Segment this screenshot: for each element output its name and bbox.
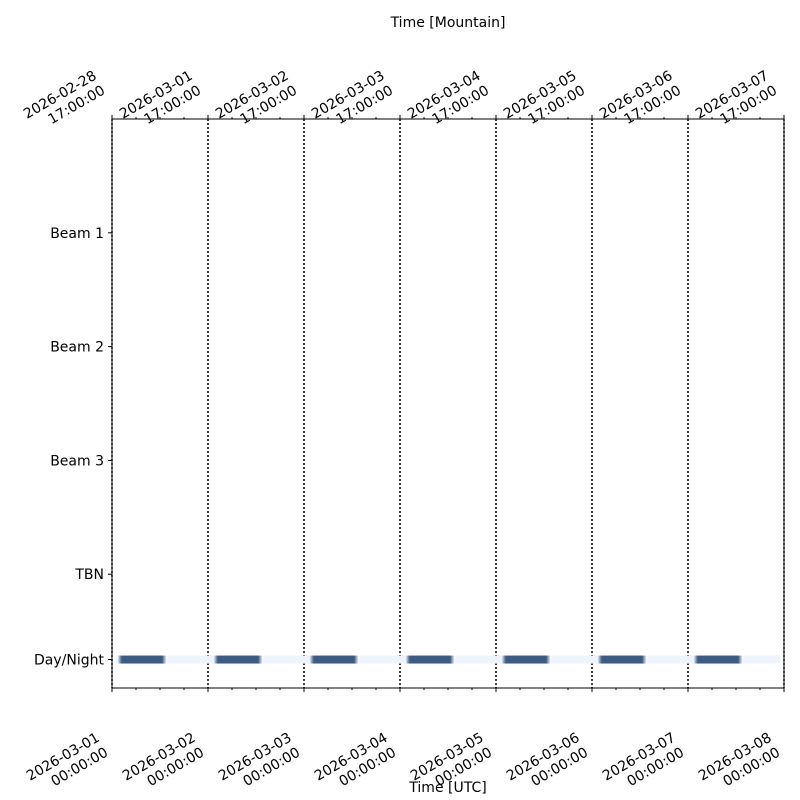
x2-tick-label: 2026-03-0517:00:00 <box>501 68 588 137</box>
axes-frame <box>111 118 785 689</box>
x2-tick-label: 2026-03-0717:00:00 <box>693 68 780 137</box>
night-interval <box>502 655 550 664</box>
night-interval <box>118 655 166 664</box>
x2-tick-label: 2026-03-0317:00:00 <box>309 68 396 137</box>
x-tick-label: 2026-03-0400:00:00 <box>312 730 399 799</box>
x2-tick-label: 2026-03-0117:00:00 <box>117 68 204 137</box>
night-interval <box>694 655 742 664</box>
x-tick-label: 2026-03-0300:00:00 <box>216 730 303 799</box>
x-tick-label: 2026-03-0200:00:00 <box>120 730 207 799</box>
x2-tick-label: 2026-03-0617:00:00 <box>597 68 684 137</box>
y-tick-label: TBN <box>74 567 104 583</box>
x-tick-label: 2026-03-0800:00:00 <box>696 730 783 799</box>
x-tick-label: 2026-03-0100:00:00 <box>24 730 111 799</box>
y-tick-label: Beam 3 <box>50 453 104 469</box>
y-tick-label: Beam 1 <box>50 226 104 242</box>
x2-tick-label: 2026-03-0417:00:00 <box>405 68 492 137</box>
x-tick-label: 2026-03-0700:00:00 <box>600 730 687 799</box>
x2-axis-label: Time [Mountain] <box>390 15 506 31</box>
x-tick-label: 2026-03-0600:00:00 <box>504 730 591 799</box>
x-axis-label: Time [UTC] <box>408 780 486 796</box>
night-interval <box>406 655 454 664</box>
y-tick-label: Beam 2 <box>50 340 104 356</box>
y-tick-label: Day/Night <box>34 653 104 669</box>
night-interval <box>598 655 646 664</box>
night-interval <box>214 655 262 664</box>
x2-tick-label: 2026-02-2817:00:00 <box>21 68 108 137</box>
x2-tick-label: 2026-03-0217:00:00 <box>213 68 300 137</box>
night-interval <box>310 655 358 664</box>
